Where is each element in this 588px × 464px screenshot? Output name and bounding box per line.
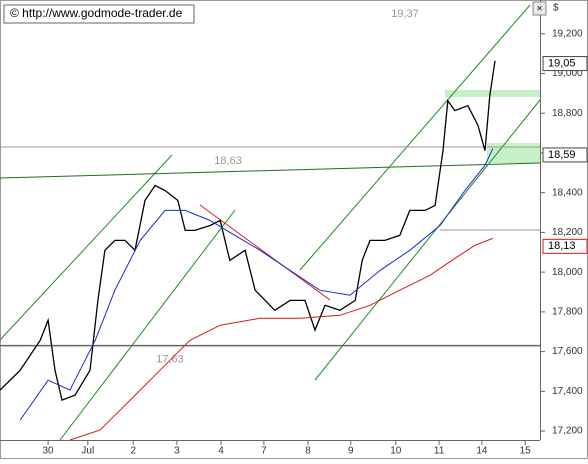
x-tick-label: 9 bbox=[348, 446, 354, 457]
y-tick-label: 17,600 bbox=[552, 346, 583, 357]
price-tag bbox=[542, 147, 588, 163]
x-tick-label: 15 bbox=[520, 446, 532, 457]
trend-lines bbox=[0, 4, 541, 441]
x-tick-label: 30 bbox=[42, 446, 54, 457]
y-tick-label: 17,400 bbox=[552, 386, 583, 397]
x-tick-label: 14 bbox=[476, 446, 488, 457]
y-tick-label: 17,800 bbox=[552, 307, 583, 318]
x-tick-label: 3 bbox=[174, 446, 180, 457]
trend-line bbox=[0, 162, 541, 179]
y-tick-label: 18,400 bbox=[552, 187, 583, 198]
source-box bbox=[3, 4, 195, 24]
price-line bbox=[0, 60, 496, 401]
moving-average bbox=[19, 148, 494, 421]
x-tick-label: 11 bbox=[434, 446, 445, 457]
y-tick-label: 18,800 bbox=[552, 108, 583, 119]
price-tag-label: 18,13 bbox=[548, 240, 576, 252]
y-tick-label: 19,000 bbox=[552, 68, 583, 79]
level-label: 19,37 bbox=[391, 8, 419, 20]
y-tick-label: 18,200 bbox=[552, 227, 583, 238]
close-button[interactable] bbox=[532, 1, 547, 16]
trend-line bbox=[59, 209, 236, 441]
trend-line bbox=[299, 4, 531, 271]
price-tag bbox=[542, 238, 588, 254]
y-tick-label: 19,200 bbox=[552, 28, 583, 39]
zone bbox=[487, 143, 540, 163]
y-tick-label: 18,000 bbox=[552, 267, 583, 278]
chart-title: © http://www.godmode-trader.de bbox=[10, 6, 183, 20]
zone bbox=[445, 90, 540, 97]
x-tick-label: 7 bbox=[261, 446, 267, 457]
trend-line bbox=[0, 154, 173, 341]
price-tag bbox=[542, 56, 588, 72]
x-tick-label: Jul bbox=[81, 446, 94, 457]
x-tick-label: 2 bbox=[130, 446, 136, 457]
price-tag-label: 19,05 bbox=[548, 57, 576, 69]
level-label: 18,63 bbox=[214, 155, 242, 167]
x-tick-label: 4 bbox=[218, 446, 224, 457]
price-tag-label: 18,59 bbox=[548, 149, 576, 161]
x-tick-label: 10 bbox=[390, 446, 402, 457]
x-tick-label: 8 bbox=[305, 446, 311, 457]
y-tick-label: 17,200 bbox=[552, 426, 583, 437]
trend-line bbox=[199, 204, 331, 301]
close-icon: × bbox=[537, 4, 543, 15]
moving-average bbox=[69, 237, 493, 441]
unit-label: $ bbox=[553, 3, 559, 14]
